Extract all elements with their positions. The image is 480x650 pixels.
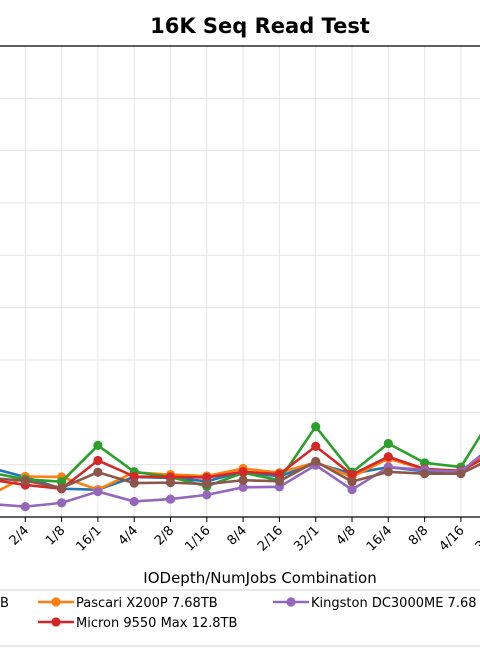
data-point [93,440,103,451]
data-point [202,479,212,489]
data-point [383,438,393,449]
data-point [311,441,321,451]
x-tick-label: 2/4 [7,523,32,548]
data-point [347,477,357,487]
data-point [311,456,321,467]
data-point [202,472,212,483]
data-point [238,482,248,492]
data-point [420,469,430,479]
legend-frame [0,589,480,647]
data-point [93,486,103,497]
data-point [383,467,393,477]
data-point [238,467,248,477]
data-point [93,455,103,466]
x-tick-label: 4/4 [116,523,141,548]
data-point [347,485,357,495]
legend-marker [286,597,296,607]
data-point [311,421,321,432]
data-point [274,476,284,486]
legend-label: Kingston DC3000ME 7.68 [311,596,477,611]
x-tick-label: 16/1 [73,523,104,554]
x-tick-label: 32/4 [473,523,480,554]
data-point [57,483,67,493]
data-point [129,471,139,482]
data-point [93,467,103,477]
data-point [165,494,176,504]
x-ticks: 1/42/41/816/14/42/81/168/42/1632/14/816/… [7,517,480,554]
data-point [20,502,30,512]
grid [0,46,480,517]
data-point [165,478,176,488]
data-point [274,469,284,479]
data-point [456,469,466,479]
data-point [347,470,357,480]
x-axis-title: IODepth/NumJobs Combination [143,569,376,587]
data-point [383,452,393,462]
legend: TB Pascari X200P 7.68TB Micron 9550 Max 12… [0,589,480,647]
data-point [129,496,139,507]
series-layer [0,421,480,512]
x-tick-label: 32/1 [291,523,322,554]
legend-marker [51,617,61,627]
legend-label: TB [0,596,9,611]
x-tick-label: 1/8 [43,523,68,548]
chart-title: 16K Seq Read Test [150,14,370,38]
data-point [238,475,248,485]
x-tick-label: 16/4 [364,523,395,554]
data-point [20,476,30,486]
data-point [129,478,139,488]
x-tick-label: 4/8 [333,523,358,548]
x-tick-label: 4/16 [436,523,467,554]
x-tick-label: 8/4 [225,523,250,548]
data-point [57,498,67,508]
legend-label: Pascari X200P 7.68TB [76,596,218,611]
data-point [202,490,212,500]
x-tick-label: 1/16 [182,523,213,554]
legend-marker [51,597,61,607]
legend-label: Micron 9550 Max 12.8TB [76,616,237,631]
x-tick-label: 2/8 [152,523,177,548]
x-tick-label: 2/16 [255,523,286,554]
x-tick-label: 8/8 [406,523,431,548]
